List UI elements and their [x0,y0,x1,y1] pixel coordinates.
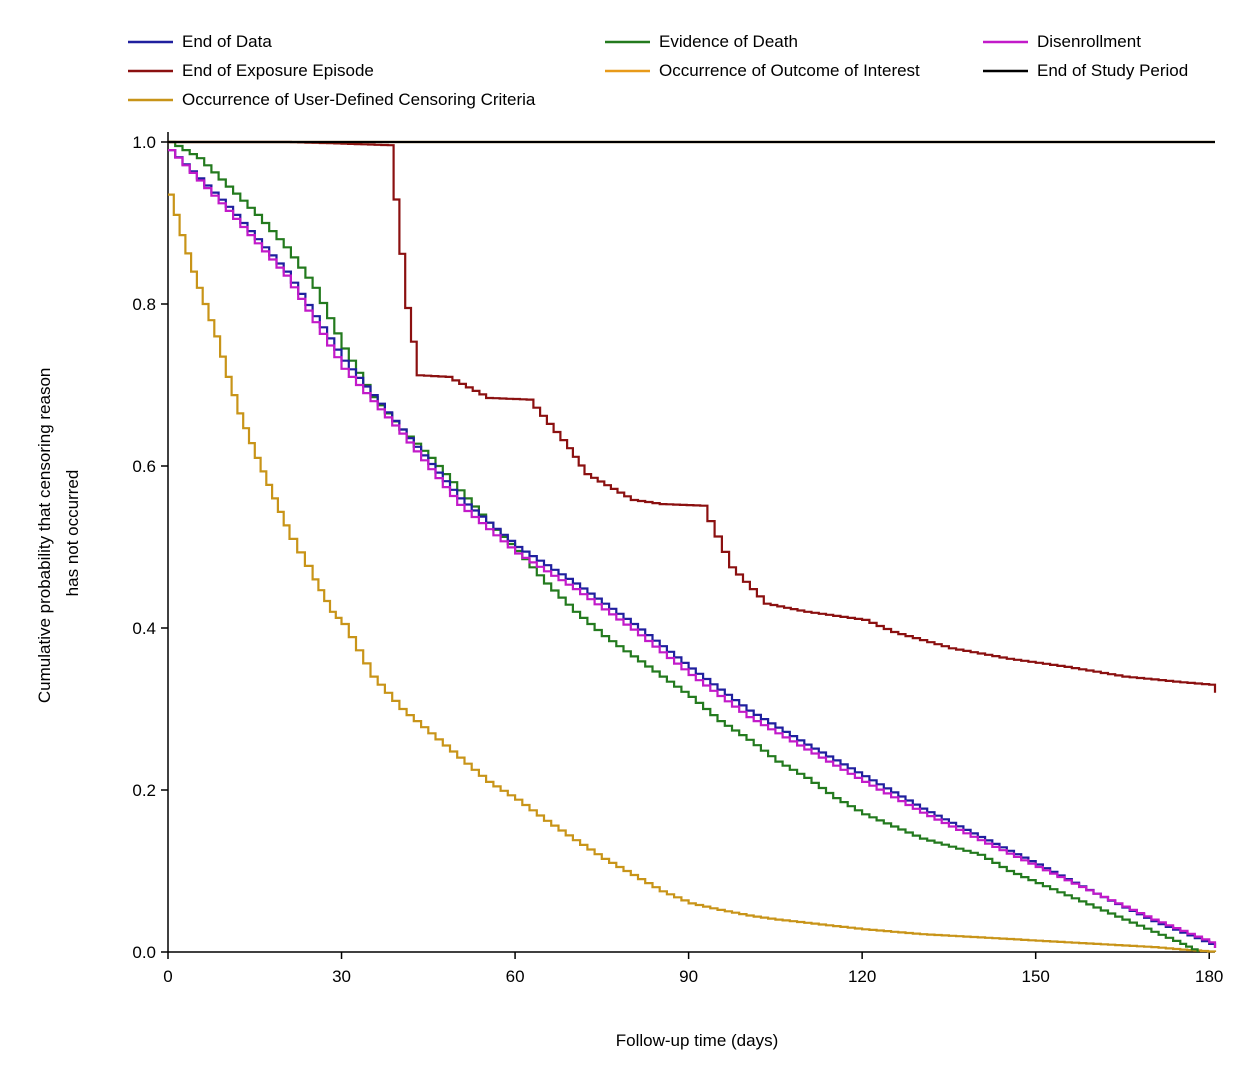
y-tick-label: 0.8 [132,295,156,314]
legend-label: End of Study Period [1037,61,1188,80]
series-line-evidence-of-death [168,140,1199,952]
y-axis-label-line-1: Cumulative probability that censoring re… [35,368,54,703]
axes: 0 30 60 90 120 150 180 0.0 0.2 0.4 0.6 0.8 1.0 [132,132,1223,986]
legend: End of Data Evidence of Death Disenrollmen… [128,32,1188,109]
x-axis-label: Follow-up time (days) [616,1031,779,1050]
legend-item: Occurrence of Outcome of Interest [605,61,920,80]
series-line-end-of-exposure-episode [168,140,1217,693]
series-line-end-of-data [168,149,1217,948]
y-tick-label: 0.0 [132,943,156,962]
legend-label: Occurrence of User-Defined Censoring Cri… [182,90,536,109]
y-tick-label: 0.6 [132,457,156,476]
legend-label: End of Exposure Episode [182,61,374,80]
series-line-occurrence-of-user-defined-censoring-criteria [168,193,1217,953]
legend-label: End of Data [182,32,272,51]
legend-label: Evidence of Death [659,32,798,51]
x-tick-label: 90 [679,967,698,986]
legend-label: Disenrollment [1037,32,1141,51]
legend-item: End of Data [128,32,272,51]
x-tick-label: 150 [1021,967,1049,986]
y-tick-label: 1.0 [132,133,156,152]
y-axis-label: Cumulative probability that censoring re… [35,363,82,703]
legend-item: Disenrollment [983,32,1141,51]
plot-area [168,140,1217,953]
x-tick-label: 30 [332,967,351,986]
x-tick-label: 60 [506,967,525,986]
x-tick-label: 180 [1195,967,1223,986]
legend-item: Occurrence of User-Defined Censoring Cri… [128,90,536,109]
y-tick-label: 0.4 [132,619,156,638]
legend-item: Evidence of Death [605,32,798,51]
y-tick-label: 0.2 [132,781,156,800]
x-tick-label: 0 [163,967,172,986]
legend-item: End of Exposure Episode [128,61,374,80]
x-tick-label: 120 [848,967,876,986]
legend-item: End of Study Period [983,61,1188,80]
legend-label: Occurrence of Outcome of Interest [659,61,920,80]
series-line-disenrollment [168,149,1217,948]
y-axis-label-line-2: has not occurred [63,470,82,597]
